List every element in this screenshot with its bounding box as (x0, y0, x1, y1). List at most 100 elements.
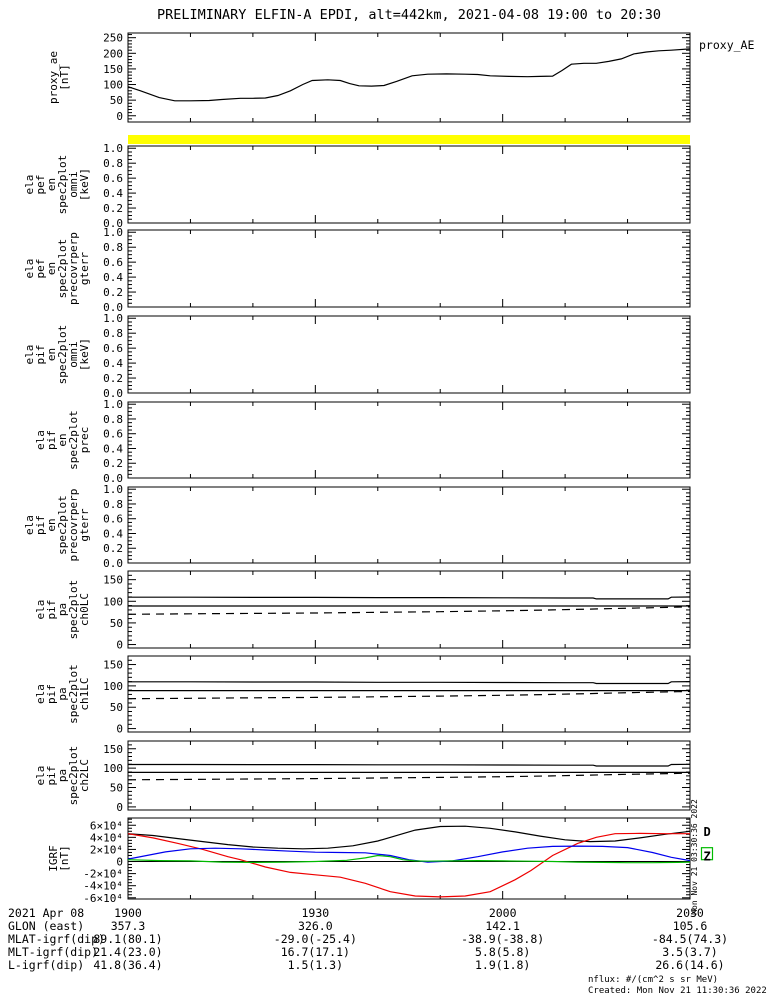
y-axis-title-line: pef (34, 259, 47, 279)
marker-box (700, 847, 714, 861)
y-tick-label: 1.0 (103, 483, 123, 496)
y-axis-title-line: precovrperp (67, 489, 80, 562)
ephemeris-value: 5.8(5.8) (475, 945, 530, 959)
y-axis-title-line: ela (23, 259, 36, 279)
y-tick-label: 0 (116, 723, 123, 736)
series-line-proxy_AE (127, 48, 691, 102)
panel-frame (127, 486, 691, 564)
spectrogram-saturation-bar (128, 135, 690, 144)
y-tick-label: 100 (103, 595, 123, 608)
ephemeris-value: 41.8(36.4) (93, 958, 162, 972)
y-tick-label: 250 (103, 32, 123, 45)
panel-frame (127, 817, 691, 900)
y-axis-title-line: spec2plot (56, 495, 69, 555)
y-tick-label: 0 (116, 801, 123, 814)
y-axis-title-line: ela (34, 430, 47, 450)
y-axis-title-line: spec2plot (67, 746, 80, 806)
ephemeris-row-label: MLAT-igrf(dip) (8, 932, 105, 946)
series-line-lower_dashed (127, 772, 691, 781)
y-tick-label: 4×10⁴ (90, 831, 123, 844)
ephemeris-value: 26.6(14.6) (655, 958, 724, 972)
y-tick-label: 1.0 (103, 398, 123, 411)
y-axis-title-line: [keV] (78, 338, 91, 371)
y-axis-title-line: gterr (78, 252, 91, 285)
y-axis-title-line: en (56, 433, 69, 446)
y-tick-label: 0 (116, 639, 123, 652)
panel-frame (127, 570, 691, 649)
ephemeris-value: 3.5(3.7) (662, 945, 717, 959)
y-tick-label: 0.2 (103, 202, 123, 215)
ephemeris-value: 326.0 (298, 919, 333, 933)
series-line-green (127, 854, 691, 864)
y-axis-title-line: ela (34, 684, 47, 704)
y-axis-title-line: spec2plot (67, 410, 80, 470)
y-tick-label: 0.4 (103, 527, 123, 540)
y-tick-label: 0.6 (103, 256, 123, 269)
y-axis-title-line: prec (78, 427, 91, 454)
y-tick-label: 100 (103, 79, 123, 92)
series-line-upper_solid (128, 763, 691, 767)
y-tick-label: 0.6 (103, 342, 123, 355)
y-tick-label: 1.0 (103, 312, 123, 325)
y-tick-label: 0 (116, 856, 123, 869)
y-axis-title-line: spec2plot (56, 325, 69, 385)
y-tick-label: 150 (103, 659, 123, 672)
y-axis-title-line: ela (34, 766, 47, 786)
y-tick-label: 0.4 (103, 187, 123, 200)
y-tick-label: 100 (103, 762, 123, 775)
y-axis-title-line: ela (23, 175, 36, 195)
y-tick-label: 150 (103, 743, 123, 756)
y-axis-title-line: pa (56, 769, 69, 782)
y-tick-label: -4×10⁴ (83, 880, 123, 893)
panel-frame (127, 740, 691, 811)
line-label-D: D (703, 825, 710, 839)
y-axis-title-line: ch1LC (78, 677, 91, 710)
y-axis-title-line: spec2plot (56, 239, 69, 299)
y-tick-label: 100 (103, 680, 123, 693)
series-line-upper_solid (128, 596, 691, 600)
ephemeris-value: 89.1(80.1) (93, 932, 162, 946)
y-axis-title-line: ela (23, 345, 36, 365)
y-tick-label: 0.6 (103, 172, 123, 185)
y-axis-title-line: pa (56, 687, 69, 700)
ephemeris-row-label: GLON (east) (8, 919, 84, 933)
y-axis-title-line: pef (34, 175, 47, 195)
y-axis-title-line: proxy_ae (47, 51, 60, 104)
y-tick-label: 0.0 (103, 472, 123, 485)
ephemeris-value: 105.6 (673, 919, 708, 933)
y-axis-title-line: [keV] (78, 168, 91, 201)
y-tick-label: 0.2 (103, 542, 123, 555)
ephemeris-value: 357.3 (111, 919, 146, 933)
y-axis-title-line: ch2LC (78, 759, 91, 792)
y-tick-label: 0 (116, 110, 123, 123)
y-axis-title-line: pif (45, 600, 58, 620)
y-axis-title-line: spec2plot (56, 155, 69, 215)
panel-proxy-ae-right-label: proxy_AE (699, 38, 754, 52)
panel-ela_pif_en_spec2plot_omni: 0.0 0.2 0.4 0.6 0.8 1.0 elapifenspec2plotomni[… (23, 312, 691, 400)
y-tick-label: 200 (103, 47, 123, 60)
panel-ela_pif_en_spec2plot_precovrperp_gterr: 0.0 0.2 0.40.6 0.8 1.0 elapifenspec2plotpreco… (23, 483, 691, 570)
panels-group: 050100150200250proxy_ae[nT]0.00.20.40.60… (23, 32, 714, 905)
time-tick-label: 1900 (114, 906, 142, 920)
bottom-date-label: 2021 Apr 08 (8, 906, 84, 920)
ephemeris-value: -38.9(-38.8) (461, 932, 544, 946)
panel-ela_pef_en_spec2plot_omni: 0.0 0.2 0.4 0.6 0.8 1.0 elapefenspec2plotomni[… (23, 135, 691, 230)
series-line-red (127, 832, 690, 898)
y-axis-title-line: pif (45, 766, 58, 786)
y-axis-title-line: en (45, 518, 58, 531)
y-axis-title-line: spec2plot (67, 580, 80, 640)
panel-frame (127, 229, 691, 308)
y-tick-label: 0.0 (103, 557, 123, 570)
y-tick-label: 1.0 (103, 226, 123, 239)
y-tick-label: 0.2 (103, 457, 123, 470)
y-axis-title-line: en (45, 348, 58, 361)
y-axis-title-line: ela (34, 600, 47, 620)
y-tick-label: 0.8 (103, 241, 123, 254)
y-tick-label: 150 (103, 63, 123, 76)
y-tick-label: 0.6 (103, 513, 123, 526)
y-axis-title-line: ela (23, 515, 36, 535)
y-tick-label: 0.2 (103, 286, 123, 299)
y-axis-title-line: ch0LC (78, 593, 91, 626)
panel-proxy_ae: 0 50 100 150 200 250 proxy_ae[nT] (47, 32, 691, 123)
